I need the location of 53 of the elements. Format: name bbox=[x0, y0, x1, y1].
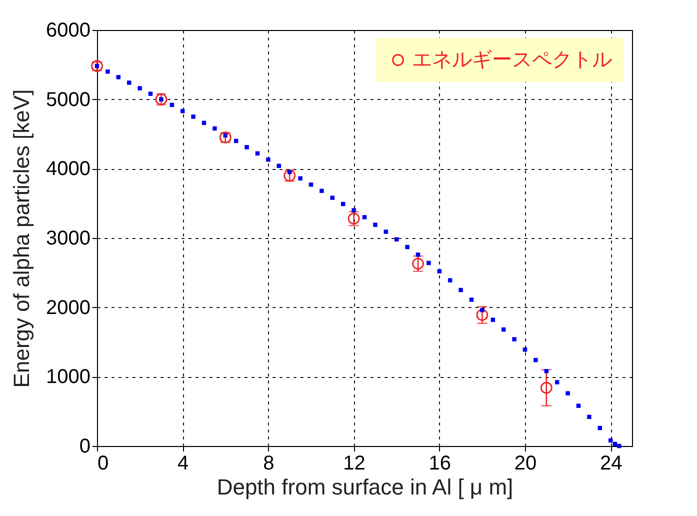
y-tick-label: 6000 bbox=[46, 20, 90, 42]
point bbox=[534, 358, 538, 362]
y-tick-label: 2000 bbox=[46, 296, 90, 319]
point bbox=[106, 69, 110, 74]
point bbox=[617, 444, 622, 448]
point bbox=[320, 188, 324, 193]
point bbox=[212, 126, 217, 131]
point bbox=[554, 380, 560, 384]
point bbox=[126, 80, 132, 85]
point bbox=[476, 309, 488, 321]
x-tick-label: 20 bbox=[514, 452, 537, 474]
x-tick-label: 12 bbox=[343, 452, 366, 474]
y-tick-label: 5000 bbox=[46, 88, 90, 111]
x-tick-label: 8 bbox=[263, 452, 274, 474]
point bbox=[480, 308, 484, 312]
point bbox=[512, 337, 516, 342]
point bbox=[490, 318, 496, 322]
point bbox=[437, 269, 442, 274]
point bbox=[330, 196, 335, 200]
x-tick-label: 0 bbox=[98, 452, 109, 474]
y-tick-label: 1000 bbox=[46, 366, 90, 388]
point bbox=[116, 75, 121, 80]
x-tick-label: 24 bbox=[600, 452, 622, 474]
point bbox=[405, 244, 410, 250]
point bbox=[416, 252, 420, 257]
point bbox=[576, 404, 581, 408]
point bbox=[298, 176, 302, 180]
point bbox=[287, 170, 292, 174]
point bbox=[412, 258, 424, 270]
point bbox=[566, 391, 570, 396]
point bbox=[469, 298, 474, 302]
x-tick-label: 16 bbox=[428, 452, 452, 474]
legend-label: エネルギースペクトル bbox=[412, 49, 612, 71]
point bbox=[373, 222, 378, 227]
y-tick-label: 4000 bbox=[46, 158, 90, 180]
point bbox=[384, 230, 388, 234]
y-axis-title: Energy of alpha particles [keV] bbox=[9, 89, 34, 388]
point bbox=[148, 92, 153, 96]
point bbox=[362, 215, 367, 220]
point bbox=[458, 288, 463, 292]
point bbox=[244, 145, 249, 150]
point bbox=[191, 114, 196, 119]
point bbox=[266, 158, 270, 162]
y-tick-label: 3000 bbox=[46, 228, 90, 250]
point bbox=[426, 260, 431, 266]
point bbox=[138, 86, 142, 90]
x-tick-label: 4 bbox=[178, 452, 189, 474]
point bbox=[540, 382, 552, 394]
x-axis-title: Depth from surface in Al [ μ m] bbox=[216, 474, 514, 500]
point bbox=[352, 208, 356, 212]
point bbox=[448, 278, 452, 282]
point bbox=[587, 414, 592, 419]
y-tick-label: 0 bbox=[79, 436, 90, 458]
